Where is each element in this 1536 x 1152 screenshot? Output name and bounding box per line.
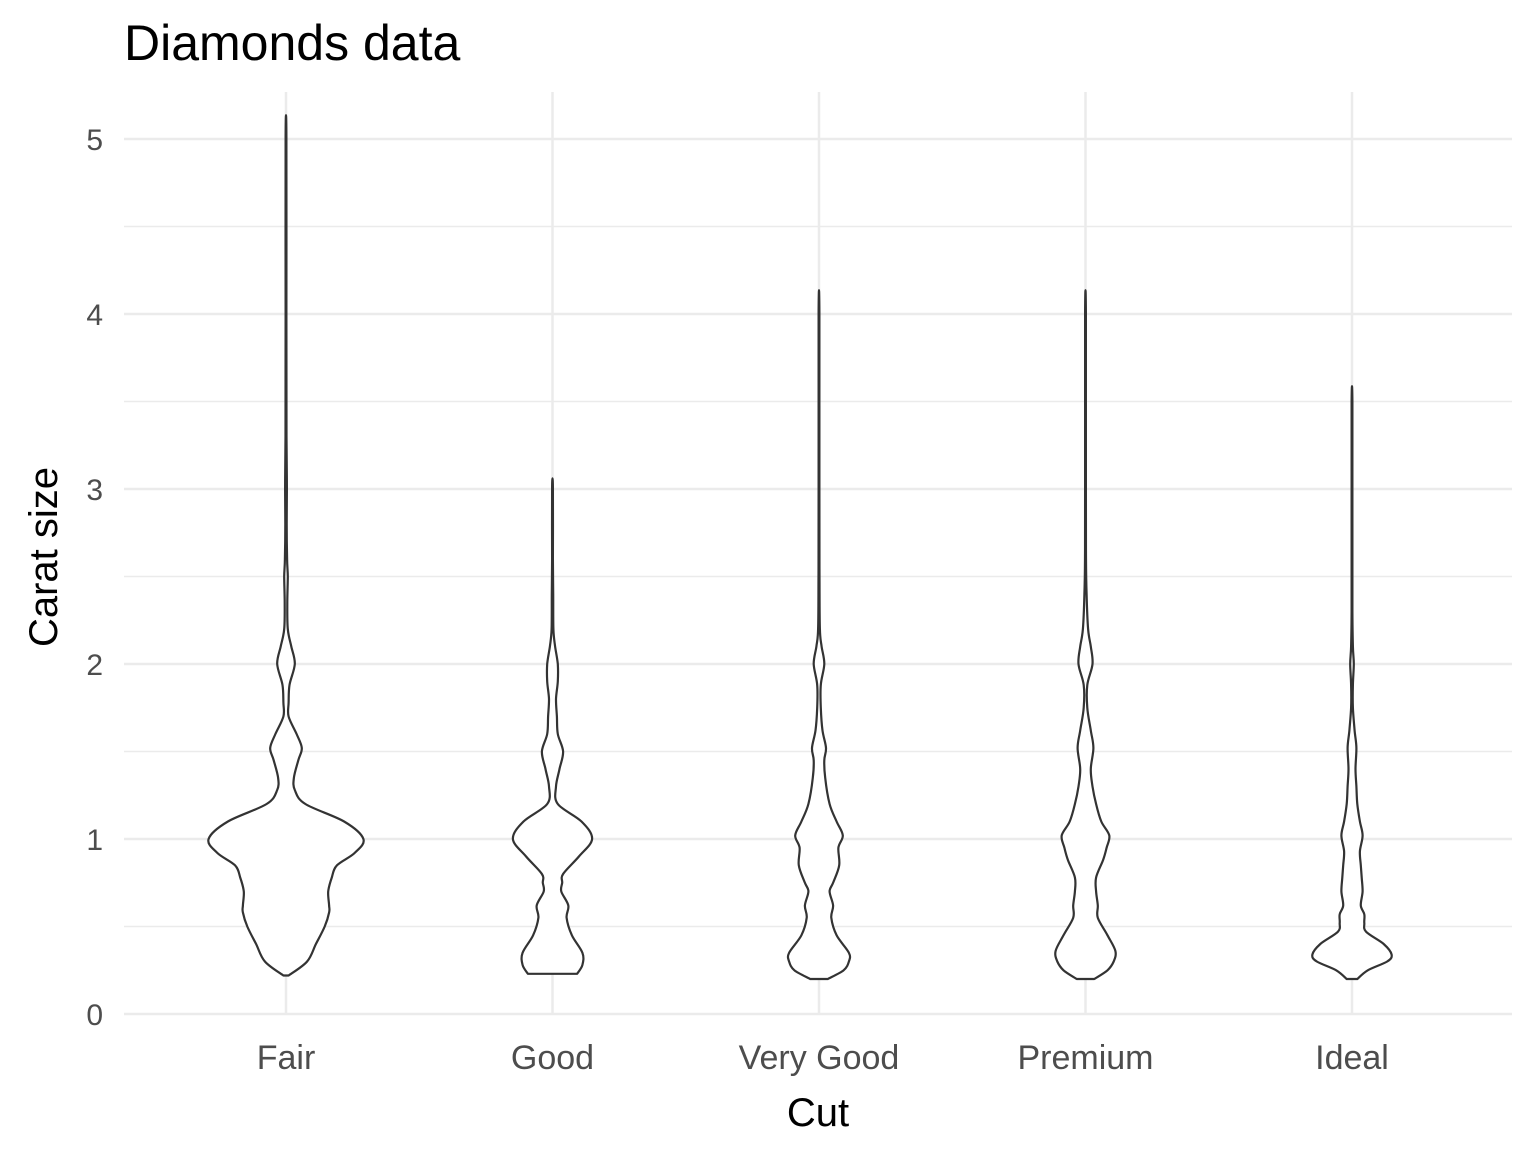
y-axis-ticks: 0 1 2 3 4 5 [86,124,103,1032]
x-tick-label: Fair [257,1039,316,1077]
violins [207,114,1393,981]
x-axis-ticks: Fair Good Very Good Premium Ideal [257,1039,1389,1077]
violin-good [511,477,594,975]
violin-ideal [1311,385,1393,981]
y-tick-label: 4 [86,299,103,332]
y-tick-label: 3 [86,474,103,507]
chart-title: Diamonds data [124,15,461,71]
y-tick-label: 1 [86,824,103,857]
y-axis-title: Carat size [22,467,66,647]
x-tick-label: Ideal [1315,1039,1389,1077]
violin-fair [207,114,365,977]
y-tick-label: 2 [86,649,103,682]
violin-very-good [786,289,852,981]
violin-premium [1054,289,1117,981]
y-tick-label: 0 [86,999,103,1032]
x-axis-title: Cut [787,1091,849,1135]
x-tick-label: Premium [1017,1039,1153,1077]
x-tick-label: Very Good [739,1039,900,1077]
x-tick-label: Good [511,1039,594,1077]
y-tick-label: 5 [86,124,103,157]
